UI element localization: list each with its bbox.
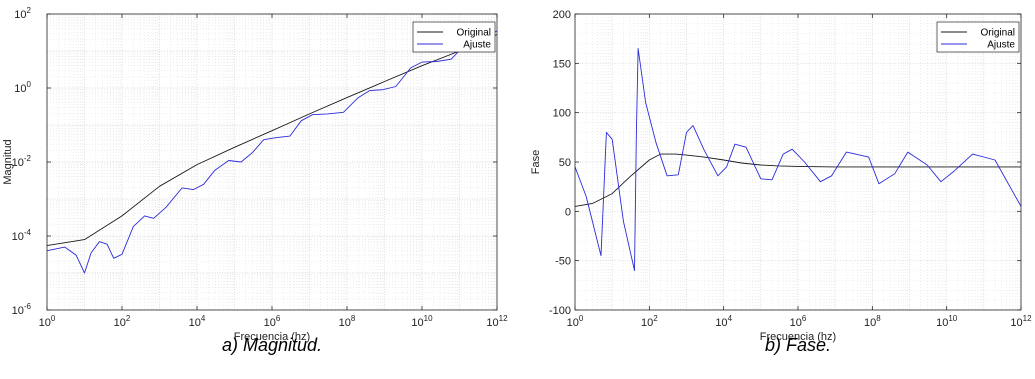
x-tick-base: 10 [790,317,802,329]
y-tick-base: 10 [14,83,26,95]
x-tick-exponent: 2 [126,314,131,323]
y-tick-label: 50 [559,157,571,169]
y-tick-label: -100 [549,305,571,317]
x-tick-label: 104 [715,314,732,329]
figure-caption: b) Fase. [765,335,831,355]
x-tick-exponent: 6 [802,314,807,323]
y-tick-label: -50 [555,256,571,268]
series-line-ajuste [574,48,1022,271]
y-tick-base: 10 [12,305,24,317]
legend-label-ajuste: Ajuste [987,40,1015,51]
chart-panel-2: 100 102 104 106 108 1010 1012-100-500501001502… [530,9,1032,355]
y-tick-exponent: -6 [24,302,32,311]
y-axis-label: Fase [530,150,542,174]
x-tick-base: 10 [264,317,276,329]
x-tick-exponent: 12 [499,314,508,323]
x-tick-exponent: 10 [948,314,957,323]
x-tick-base: 10 [189,317,201,329]
legend-box [412,21,496,53]
x-tick-label: 106 [790,314,807,329]
x-tick-label: 104 [189,314,206,329]
y-tick-label: 100 [553,108,571,120]
x-tick-label: 1010 [936,314,958,329]
y-tick-exponent: -2 [24,154,32,163]
legend-label-original: Original [981,28,1015,39]
x-axis-label: Frecuencia (hz) [760,331,836,343]
y-tick-base: 10 [12,231,24,243]
x-tick-label: 100 [39,314,56,329]
y-tick-base: 10 [12,157,24,169]
x-tick-exponent: 10 [424,314,433,323]
series-line-ajuste [46,30,498,274]
y-tick-label: 150 [553,58,571,70]
x-tick-base: 10 [715,317,727,329]
x-tick-base: 10 [39,317,51,329]
x-tick-label: 102 [114,314,131,329]
legend-box [936,21,1020,53]
x-tick-exponent: 12 [1023,314,1032,323]
x-tick-exponent: 2 [653,314,658,323]
y-tick-base: 10 [14,9,26,21]
x-tick-label: 106 [264,314,281,329]
y-tick-label: 10-2 [12,154,32,169]
x-tick-base: 10 [641,317,653,329]
y-tick-label: 102 [14,6,31,21]
x-tick-exponent: 4 [201,314,206,323]
x-tick-label: 100 [567,314,584,329]
y-tick-label: 0 [565,206,571,218]
chart-panel-1: 100 102 104 106 108 1010 101210-610-410-210010… [2,6,508,355]
x-tick-label: 102 [641,314,658,329]
x-tick-base: 10 [936,317,948,329]
series-line-original [574,153,1021,207]
legend-label-original: Original [457,28,491,39]
figure-caption: a) Magnitud. [222,335,322,355]
x-tick-exponent: 4 [728,314,733,323]
y-tick-label: 100 [14,80,31,95]
x-tick-label: 108 [339,314,356,329]
x-tick-label: 108 [864,314,881,329]
x-tick-label: 1010 [411,314,433,329]
y-tick-label: 10-4 [12,228,32,243]
y-tick-exponent: 0 [27,80,32,89]
x-tick-exponent: 0 [579,314,584,323]
x-tick-base: 10 [411,317,423,329]
x-tick-exponent: 6 [276,314,281,323]
x-tick-base: 10 [339,317,351,329]
x-tick-label: 1012 [486,314,508,329]
x-tick-base: 10 [1010,317,1022,329]
y-tick-exponent: 2 [27,6,32,15]
x-tick-base: 10 [567,317,579,329]
x-tick-exponent: 0 [51,314,56,323]
series-line-original [46,34,498,247]
x-tick-base: 10 [114,317,126,329]
y-tick-exponent: -4 [24,228,32,237]
x-tick-base: 10 [864,317,876,329]
x-tick-exponent: 8 [876,314,881,323]
x-tick-base: 10 [486,317,498,329]
legend-label-ajuste: Ajuste [463,40,491,51]
x-tick-exponent: 8 [351,314,356,323]
x-tick-label: 1012 [1010,314,1032,329]
y-axis-label: Magnitud [2,139,14,184]
y-tick-label: 10-6 [12,302,32,317]
x-axis-label: Frecuencia (hz) [234,331,310,343]
y-tick-label: 200 [553,9,571,21]
